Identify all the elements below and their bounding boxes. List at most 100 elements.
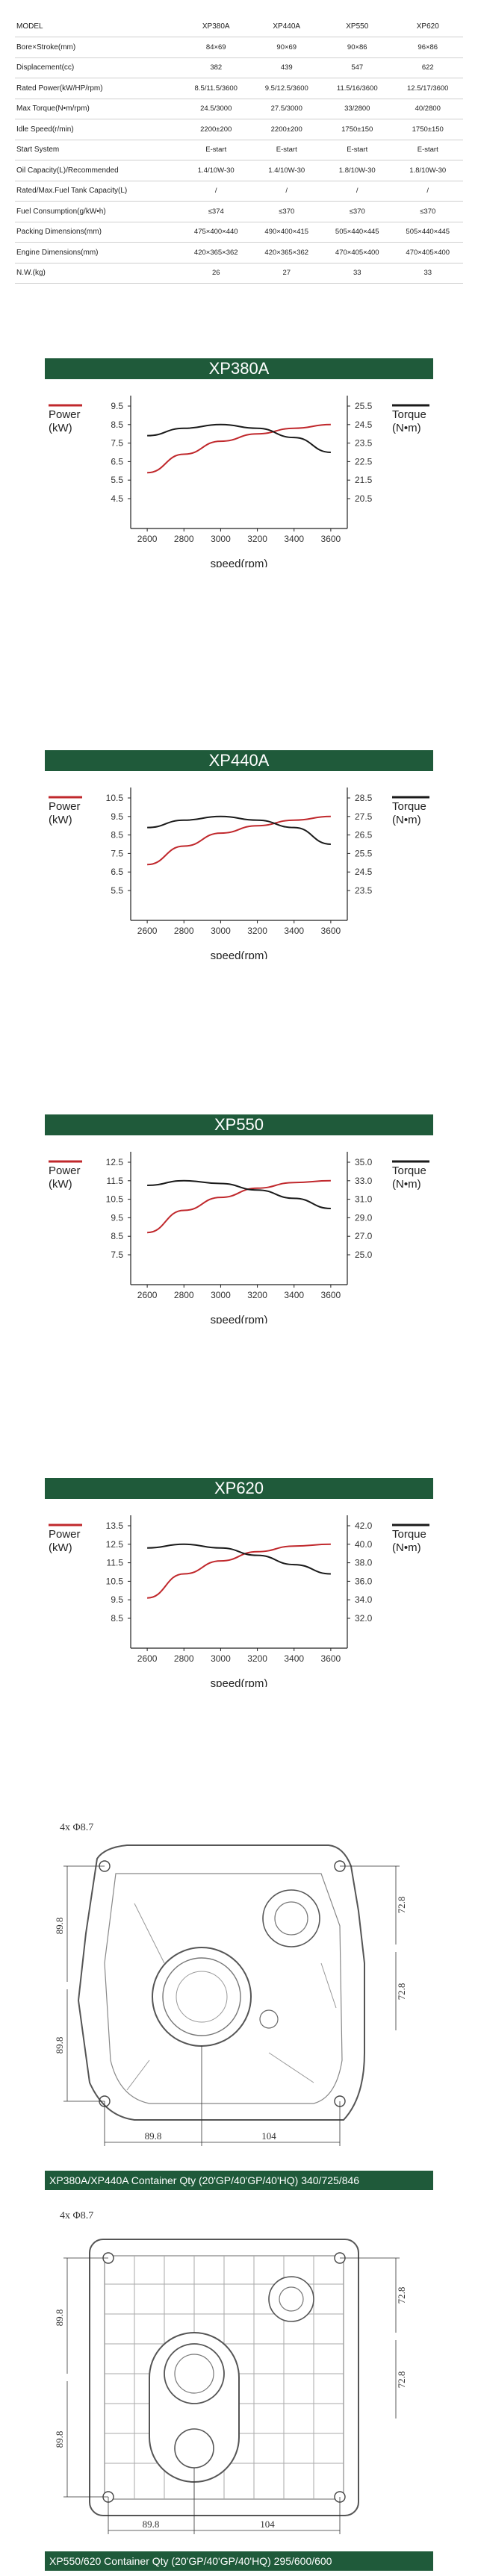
spec-table-header-row: MODEL XP380A XP440A XP550 XP620 bbox=[15, 16, 463, 37]
x-tick-label: 3200 bbox=[247, 1290, 267, 1300]
spec-value: 547 bbox=[322, 57, 393, 78]
power-legend-label: Power bbox=[49, 408, 81, 421]
y-right-tick-label: 33.0 bbox=[355, 1176, 373, 1186]
x-tick-label: 3200 bbox=[247, 1653, 267, 1664]
y-left-tick-label: 9.5 bbox=[111, 811, 123, 822]
chart-banner: XP620 bbox=[45, 1478, 433, 1499]
y-left-tick-label: 7.5 bbox=[111, 1250, 123, 1260]
x-tick-label: 2600 bbox=[137, 534, 158, 544]
spec-value: / bbox=[251, 181, 322, 202]
spec-value: 470×405×400 bbox=[322, 242, 393, 263]
spec-value: 24.5/3000 bbox=[181, 99, 252, 119]
spec-value: / bbox=[181, 181, 252, 202]
holes-callout: 4x Φ8.7 bbox=[60, 1822, 93, 1833]
spec-value: 33 bbox=[392, 263, 463, 284]
dim-right-lower: 72.8 bbox=[396, 2371, 407, 2389]
power-unit-label: (kW) bbox=[49, 1178, 72, 1191]
spec-value: 505×440×445 bbox=[392, 222, 463, 243]
y-left-tick-label: 8.5 bbox=[111, 1613, 123, 1624]
x-tick-label: 2600 bbox=[137, 926, 158, 936]
y-left-tick-label: 6.5 bbox=[111, 867, 123, 877]
y-left-tick-label: 10.5 bbox=[106, 1576, 124, 1586]
chart-xp550: XP550 12.5 11.5 10.5 9.5 8.5 7.5 35.0 33.0 31.0 2… bbox=[0, 1114, 478, 1323]
spec-value: 505×440×445 bbox=[322, 222, 393, 243]
torque-legend-label: Torque bbox=[392, 1528, 426, 1541]
spec-value: 2200±200 bbox=[251, 119, 322, 140]
x-tick-label: 2800 bbox=[174, 534, 194, 544]
torque-legend-label: Torque bbox=[392, 800, 426, 813]
spec-value: 27.5/3000 bbox=[251, 99, 322, 119]
dimension-lines bbox=[63, 1865, 400, 2146]
spec-value: 11.5/16/3600 bbox=[322, 78, 393, 99]
spec-header-xp440a: XP440A bbox=[251, 16, 322, 37]
torque-unit-label: (N•m) bbox=[392, 422, 421, 434]
y-right-tick-label: 35.0 bbox=[355, 1157, 373, 1167]
spec-value: ≤374 bbox=[181, 201, 252, 222]
dim-bottom-right: 104 bbox=[260, 2519, 275, 2530]
spec-label: Packing Dimensions(mm) bbox=[15, 222, 181, 243]
spec-header-xp550: XP550 bbox=[322, 16, 393, 37]
y-right-tick-label: 25.5 bbox=[355, 848, 373, 858]
crank-bore bbox=[152, 1947, 252, 2047]
spec-table-body: Bore×Stroke(mm) 84×69 90×69 90×86 96×86 Displ… bbox=[15, 37, 463, 284]
dim-right-upper: 72.8 bbox=[396, 2287, 407, 2304]
spec-value: 420×365×362 bbox=[251, 242, 322, 263]
spec-label: Engine Dimensions(mm) bbox=[15, 242, 181, 263]
torque-unit-label: (N•m) bbox=[392, 814, 421, 826]
crankcase-inner bbox=[104, 1873, 343, 2104]
y-left-tick-label: 10.5 bbox=[106, 793, 124, 803]
spec-value: 12.5/17/3600 bbox=[392, 78, 463, 99]
torque-curve bbox=[147, 1179, 331, 1209]
y-left-tick-label: 9.5 bbox=[111, 1594, 123, 1605]
y-left-tick-label: 6.5 bbox=[111, 456, 123, 467]
dim-bottom-left: 89.8 bbox=[145, 2130, 162, 2142]
x-tick-label: 3600 bbox=[321, 1290, 341, 1300]
power-unit-label: (kW) bbox=[49, 814, 72, 826]
y-left-tick-label: 12.5 bbox=[106, 1539, 124, 1550]
x-tick-label: 3400 bbox=[284, 926, 304, 936]
holes-callout: 4x Φ8.7 bbox=[60, 2210, 93, 2221]
torque-curve bbox=[147, 423, 331, 453]
spec-value: 420×365×362 bbox=[181, 242, 252, 263]
y-left-tick-label: 4.5 bbox=[111, 493, 123, 504]
x-tick-label: 2800 bbox=[174, 926, 194, 936]
dim-left-upper: 89.8 bbox=[54, 1918, 65, 1935]
spec-table: MODEL XP380A XP440A XP550 XP620 Bore×Str… bbox=[15, 16, 463, 284]
y-left-tick-label: 7.5 bbox=[111, 848, 123, 858]
spec-header-xp620: XP620 bbox=[392, 16, 463, 37]
torque-curve bbox=[147, 815, 331, 845]
spec-value: 1.4/10W-30 bbox=[251, 160, 322, 181]
dim-right-upper: 72.8 bbox=[396, 1897, 407, 1914]
y-left-tick-label: 5.5 bbox=[111, 475, 123, 485]
x-tick-label: 2800 bbox=[174, 1290, 194, 1300]
gear-housing bbox=[262, 1889, 320, 1947]
gear-housing bbox=[268, 2276, 314, 2322]
spec-label: N.W.(kg) bbox=[15, 263, 181, 284]
spec-value: 26 bbox=[181, 263, 252, 284]
spec-value: E-start bbox=[181, 140, 252, 160]
spec-value: 490×400×415 bbox=[251, 222, 322, 243]
dim-bottom-left: 89.8 bbox=[143, 2519, 160, 2530]
spec-value: 90×86 bbox=[322, 37, 393, 58]
spec-label: Bore×Stroke(mm) bbox=[15, 37, 181, 58]
spec-value: ≤370 bbox=[392, 201, 463, 222]
y-left-tick-label: 13.5 bbox=[106, 1521, 124, 1531]
dim-left-lower: 89.8 bbox=[54, 2431, 65, 2448]
x-axis-label: speed(rpm) bbox=[211, 949, 268, 959]
y-left-tick-label: 11.5 bbox=[107, 1558, 124, 1568]
y-left-tick-label: 5.5 bbox=[111, 885, 123, 896]
x-tick-label: 3400 bbox=[284, 1653, 304, 1664]
chart-svg: 12.5 11.5 10.5 9.5 8.5 7.5 35.0 33.0 31.0 29.0 27.… bbox=[49, 1152, 429, 1323]
x-tick-label: 3600 bbox=[321, 534, 341, 544]
x-tick-label: 2600 bbox=[137, 1290, 158, 1300]
y-right-tick-label: 25.5 bbox=[355, 401, 373, 411]
x-tick-label: 3200 bbox=[247, 534, 267, 544]
power-curve bbox=[147, 423, 331, 474]
dim-bottom-right: 104 bbox=[261, 2130, 276, 2142]
gear-housing-inner bbox=[274, 1901, 308, 1936]
spec-label: Rated/Max.Fuel Tank Capacity(L) bbox=[15, 181, 181, 202]
spec-row: Bore×Stroke(mm) 84×69 90×69 90×86 96×86 bbox=[15, 37, 463, 58]
y-right-tick-label: 29.0 bbox=[355, 1212, 373, 1223]
x-tick-label: 3600 bbox=[321, 926, 341, 936]
torque-unit-label: (N•m) bbox=[392, 1541, 421, 1554]
